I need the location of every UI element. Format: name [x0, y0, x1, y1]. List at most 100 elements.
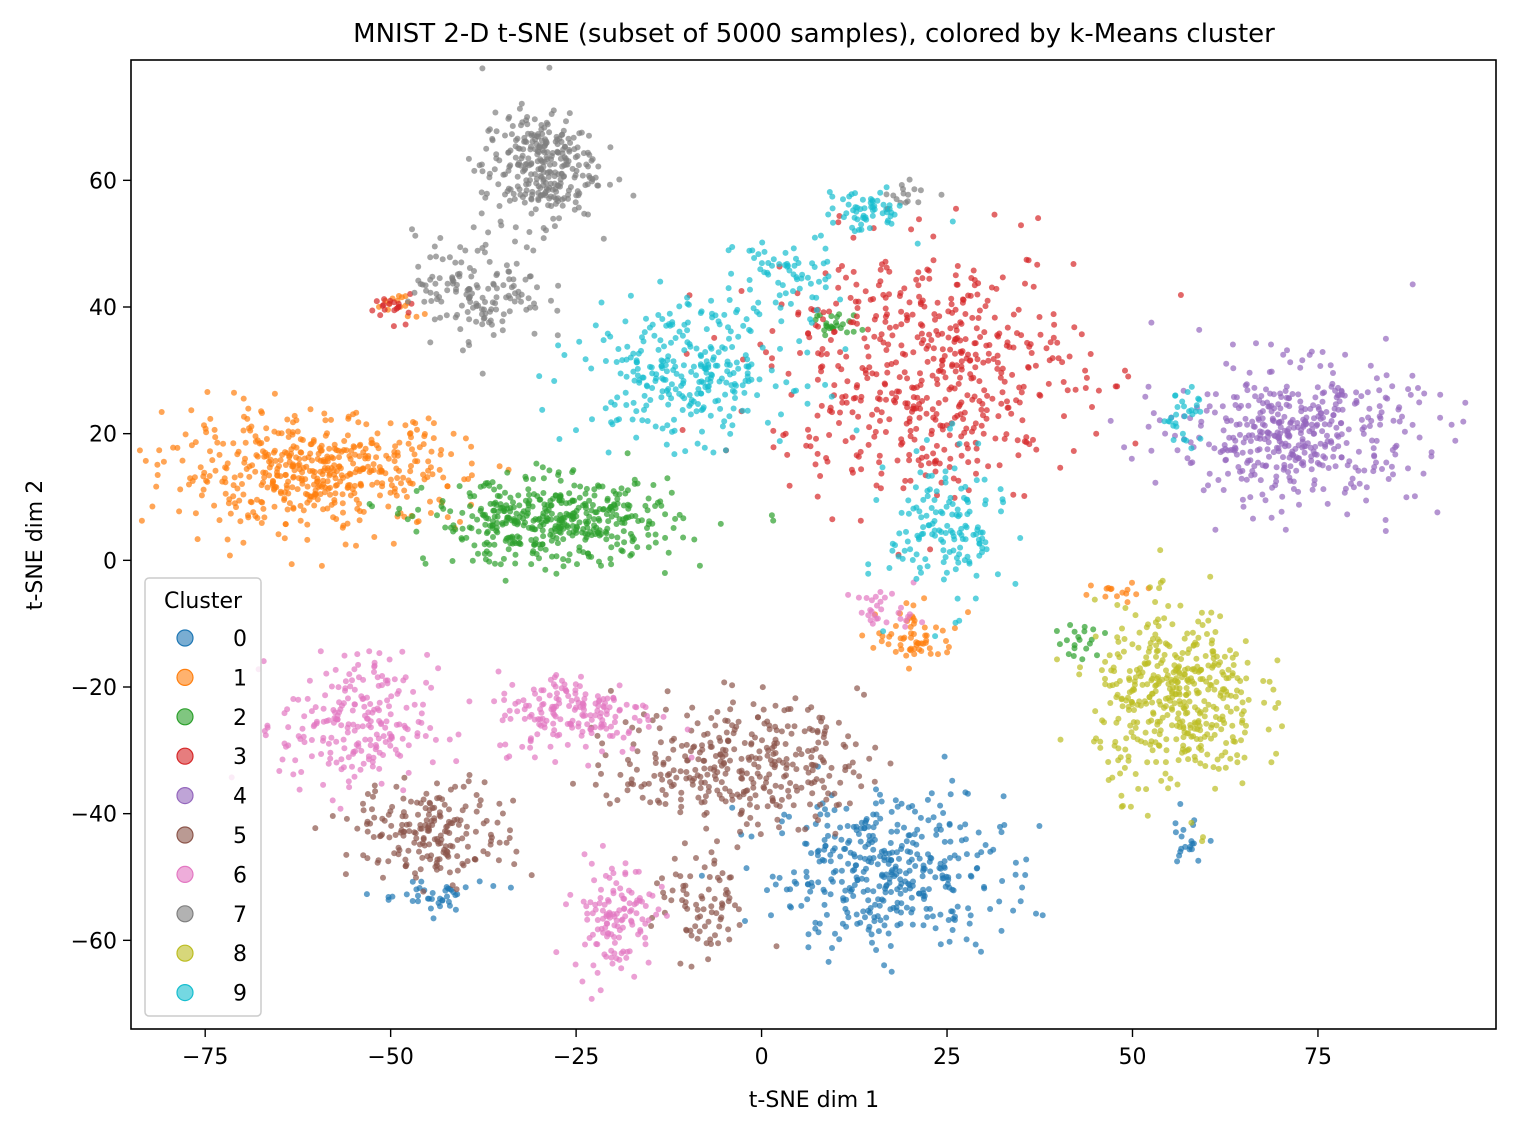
data-point [1326, 421, 1333, 428]
data-point [1220, 671, 1227, 678]
data-point [1416, 399, 1423, 406]
data-point [708, 715, 715, 721]
data-point [446, 869, 453, 876]
data-point [322, 692, 329, 699]
data-point [896, 868, 903, 875]
data-point [1269, 415, 1276, 422]
data-point [1132, 724, 1139, 731]
data-point [622, 719, 629, 726]
data-point [941, 446, 948, 453]
data-point [965, 292, 972, 299]
data-point [1218, 726, 1225, 733]
data-point [200, 473, 207, 480]
data-point [1396, 418, 1403, 425]
data-point [560, 146, 567, 153]
data-point [633, 434, 640, 441]
data-point [842, 743, 849, 750]
data-point [1275, 445, 1282, 452]
data-point [939, 426, 946, 433]
data-point [902, 887, 909, 893]
data-point [575, 204, 582, 211]
data-point [1174, 858, 1181, 865]
data-point [412, 420, 419, 427]
data-point [1317, 363, 1324, 369]
data-point [991, 314, 998, 321]
data-point [1321, 389, 1328, 396]
data-point [894, 821, 901, 828]
data-point [502, 741, 509, 748]
data-point [1070, 448, 1077, 454]
data-point [158, 409, 165, 415]
data-point [566, 703, 573, 709]
data-point [1023, 856, 1030, 863]
data-point [593, 509, 600, 516]
data-point [431, 243, 438, 250]
data-point [916, 890, 923, 897]
data-point [1388, 463, 1395, 470]
data-point [787, 300, 794, 307]
data-point [769, 873, 776, 880]
data-point [764, 752, 771, 759]
data-point [548, 111, 555, 117]
data-point [1428, 449, 1435, 456]
data-point [912, 808, 918, 815]
data-point [350, 443, 357, 450]
data-point [647, 799, 654, 806]
data-point [948, 295, 955, 302]
data-point [700, 757, 707, 764]
data-point [890, 904, 897, 911]
data-point [327, 749, 334, 756]
data-point [1264, 446, 1271, 453]
data-point [1184, 455, 1191, 462]
data-point [603, 536, 610, 543]
data-point [807, 888, 814, 895]
data-point [862, 914, 868, 921]
data-point [541, 124, 548, 131]
data-point [888, 361, 895, 367]
data-point [296, 456, 303, 462]
data-point [1452, 437, 1459, 444]
data-point [1324, 432, 1330, 439]
data-point [592, 322, 599, 329]
data-point [1317, 415, 1324, 422]
data-point [1195, 634, 1202, 641]
data-point [353, 542, 359, 549]
data-point [683, 741, 690, 748]
data-point [322, 458, 329, 465]
data-point [921, 303, 928, 310]
data-point [1382, 528, 1389, 534]
data-point [512, 224, 519, 231]
data-point [881, 594, 888, 601]
data-point [1256, 446, 1263, 453]
data-point [1353, 389, 1360, 396]
data-point [366, 648, 373, 655]
data-point [212, 467, 219, 474]
data-point [1237, 678, 1244, 684]
data-point [609, 733, 616, 739]
data-point [635, 727, 642, 734]
data-point [298, 449, 305, 456]
data-point [332, 482, 339, 489]
data-point [896, 374, 903, 381]
data-point [975, 315, 982, 321]
data-point [1328, 438, 1334, 445]
data-point [957, 348, 964, 355]
data-point [330, 707, 337, 713]
data-point [496, 463, 503, 470]
data-point [582, 691, 589, 698]
data-point [374, 859, 381, 866]
data-point [690, 398, 697, 405]
data-point [1078, 331, 1085, 338]
data-point [360, 676, 367, 683]
data-point [630, 536, 637, 543]
data-point [1257, 477, 1264, 484]
data-point [970, 267, 977, 274]
data-point [526, 229, 533, 235]
data-point [981, 885, 988, 892]
data-point [821, 327, 828, 334]
data-point [783, 886, 790, 893]
data-point [981, 329, 988, 336]
data-point [1244, 421, 1251, 428]
data-point [845, 591, 852, 598]
data-point [528, 537, 535, 543]
